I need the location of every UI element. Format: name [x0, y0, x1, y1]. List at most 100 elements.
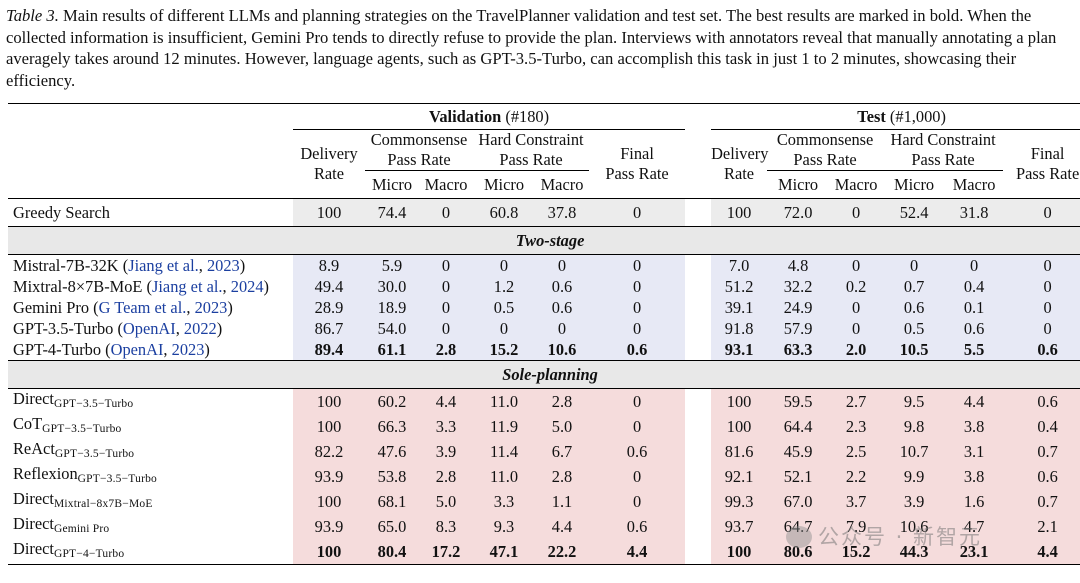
value-cell: 0.5 [473, 297, 535, 318]
citation-authors: OpenAI [110, 339, 164, 359]
value-cell: 91.8 [711, 318, 768, 339]
value-cell: 4.4 [1003, 539, 1080, 565]
citation-year: 2023 [194, 297, 228, 317]
value-cell: 100 [711, 198, 768, 227]
value-cell: 53.8 [365, 464, 419, 489]
value-cell: 0.6 [945, 318, 1004, 339]
micro-header: Micro [371, 174, 413, 194]
value-cell: 0 [1003, 254, 1080, 276]
value-cell: 100 [711, 414, 768, 439]
value-cell: 0 [829, 297, 884, 318]
value-cell: 2.8 [535, 464, 589, 489]
value-cell: 3.1 [945, 439, 1004, 464]
value-cell: 0 [945, 254, 1004, 276]
method-name: Mistral-7B-32K (Jiang et al., 2023) [8, 254, 293, 276]
value-cell: 0 [1003, 198, 1080, 227]
strategy-model-subscript: GPT−3.5−Turbo [54, 448, 135, 460]
value-cell: 1.2 [473, 276, 535, 297]
value-cell: 2.8 [419, 339, 473, 361]
value-cell: 15.2 [473, 339, 535, 361]
table-row: Greedy Search 100 74.4 0 60.8 37.8 0 100 72.0 0 52… [8, 198, 1080, 227]
value-cell: 3.3 [419, 414, 473, 439]
value-cell: 3.9 [419, 439, 473, 464]
wechat-icon [786, 526, 812, 548]
method-name: Greedy Search [8, 198, 293, 227]
value-cell: 57.9 [767, 318, 830, 339]
strategy-model-subscript: GPT−3.5−Turbo [53, 398, 134, 410]
strategy-model-subscript: GPT−4−Turbo [53, 548, 125, 560]
value-cell: 99.3 [711, 489, 768, 514]
value-cell: 45.9 [767, 439, 830, 464]
citation-authors: Jiang et al. [128, 255, 199, 275]
value-cell: 24.9 [767, 297, 830, 318]
value-cell: 32.2 [767, 276, 830, 297]
table-row: GPT-3.5-Turbo (OpenAI, 2022) 86.7 54.0 0 0 0 0… [8, 318, 1080, 339]
value-cell: 0.6 [535, 276, 589, 297]
value-cell: 2.0 [829, 339, 884, 361]
value-cell: 11.0 [473, 464, 535, 489]
value-cell: 1.6 [945, 489, 1004, 514]
strategy-name: Direct [13, 389, 54, 408]
method-name: Gemini Pro (G Team et al., 2023) [8, 297, 293, 318]
method-name: DirectGPT−4−Turbo [8, 539, 293, 565]
value-cell: 4.4 [945, 388, 1004, 414]
value-cell: 60.2 [365, 388, 419, 414]
strategy-name: Reflexion [13, 464, 78, 483]
citation-close: ) [263, 276, 269, 296]
value-cell: 0.7 [1003, 439, 1080, 464]
method-name: DirectGemini Pro [8, 514, 293, 539]
strategy-name: Direct [13, 539, 54, 558]
micro-macro-header-row: Micro Macro Micro Macro Micro Macro Micr… [8, 171, 1080, 199]
value-cell: 9.8 [883, 414, 946, 439]
value-cell: 0 [829, 254, 884, 276]
micro-header: Micro [778, 174, 819, 194]
value-cell: 7.0 [711, 254, 768, 276]
table-row: ReflexionGPT−3.5−Turbo 93.9 53.8 2.8 11.0 2.8… [8, 464, 1080, 489]
value-cell: 11.4 [473, 439, 535, 464]
value-cell: 23.1 [945, 539, 1004, 565]
value-cell: 8.3 [419, 514, 473, 539]
value-cell: 22.2 [535, 539, 589, 565]
hard-constraint-header-test: Hard Constraint Pass Rate [883, 129, 1004, 171]
citation-separator: , [222, 276, 231, 296]
value-cell: 65.0 [365, 514, 419, 539]
section-row-two-stage: Two-stage [8, 226, 1080, 255]
value-cell: 2.8 [419, 464, 473, 489]
value-cell: 0.7 [1003, 489, 1080, 514]
value-cell: 82.2 [293, 439, 365, 464]
strategy-name: ReAct [13, 439, 55, 458]
macro-header: Macro [952, 174, 996, 194]
value-cell: 0.4 [945, 276, 1004, 297]
citation-year: 2023 [171, 339, 205, 359]
value-cell: 61.1 [365, 339, 419, 361]
value-cell: 9.3 [473, 514, 535, 539]
value-cell: 3.7 [829, 489, 884, 514]
metric-header-row: Delivery Rate Commonsense Pass Rate Hard C… [8, 129, 1080, 199]
method-name: GPT-4-Turbo (OpenAI, 2023) [8, 339, 293, 361]
citation-close: ) [216, 318, 223, 338]
citation-close: ) [227, 297, 233, 317]
citation-authors: Jiang et al. [151, 276, 223, 296]
strategy-model-subscript: Gemini Pro [53, 523, 110, 535]
value-cell: 49.4 [293, 276, 365, 297]
value-cell: 0.6 [535, 297, 589, 318]
method-name: DirectGPT−3.5−Turbo [8, 388, 293, 414]
value-cell: 10.7 [883, 439, 946, 464]
table-row: Mistral-7B-32K (Jiang et al., 2023) 8.9 5.… [8, 254, 1080, 276]
method-name: ReActGPT−3.5−Turbo [8, 439, 293, 464]
value-cell: 100 [293, 539, 365, 565]
value-cell: 59.5 [767, 388, 830, 414]
value-cell: 18.9 [365, 297, 419, 318]
value-cell: 66.3 [365, 414, 419, 439]
value-cell: 17.2 [419, 539, 473, 565]
value-cell: 0 [473, 254, 535, 276]
value-cell: 0 [419, 297, 473, 318]
value-cell: 11.0 [473, 388, 535, 414]
value-cell: 31.8 [945, 198, 1004, 227]
value-cell: 0 [589, 276, 686, 297]
value-cell: 9.5 [883, 388, 946, 414]
value-cell: 0.6 [589, 439, 686, 464]
value-cell: 28.9 [293, 297, 365, 318]
value-cell: 64.4 [767, 414, 830, 439]
results-table: Validation (#180) Test (#1,000) Delivery… [8, 103, 1080, 565]
